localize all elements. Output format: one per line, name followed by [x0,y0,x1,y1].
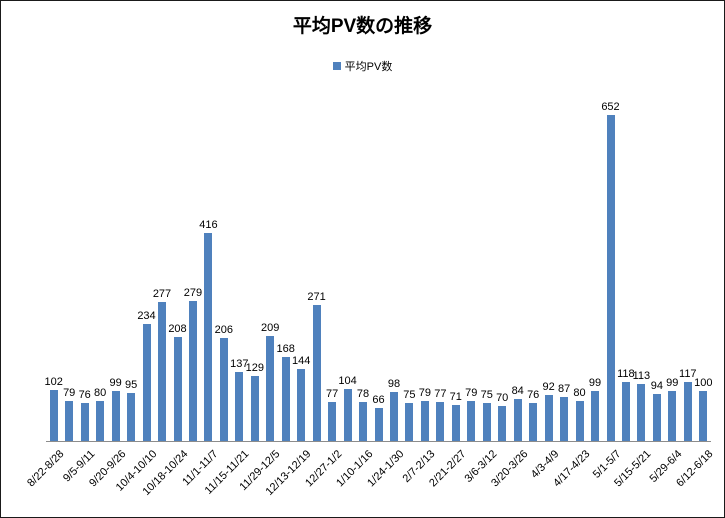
bar [467,401,476,441]
bar [266,336,275,441]
bar-value-label: 94 [650,380,664,392]
bar [606,115,615,441]
bar [699,391,708,441]
bar-value-label: 99 [666,377,679,389]
bar [281,357,290,441]
bar-value-label: 416 [199,219,218,231]
bar-value-label: 75 [403,389,416,401]
bar-value-label: 209 [261,322,280,334]
bar-value-label: 99 [588,377,602,389]
bar [158,302,166,441]
bar [575,401,584,441]
bar [297,369,306,441]
bar [111,391,120,441]
bar-value-label: 78 [356,388,370,400]
bar-value-label: 206 [214,324,233,336]
bar [529,403,538,441]
bar [343,389,352,441]
bar [405,403,414,441]
bar [621,382,630,441]
bar-value-label: 279 [183,287,203,299]
bar-value-label: 87 [557,383,571,395]
plot-area: 102 79 76 80 99 95 234 277 208 279 416 206 137 129 209… [45,101,712,442]
bar [65,401,74,441]
bar [544,395,553,441]
bar [683,382,692,441]
bar-value-label: 98 [387,378,401,390]
bar [250,376,259,441]
bar-value-label: 84 [511,385,524,397]
bar [96,401,105,441]
bar-value-label: 77 [325,388,339,400]
bar-value-label: 66 [372,394,385,406]
bar [637,384,646,441]
bar [668,391,677,441]
bar-value-label: 79 [63,387,76,399]
bar [312,305,321,441]
bar [513,399,522,441]
bar-value-label: 168 [276,343,295,355]
bar [49,390,58,441]
legend-label: 平均PV数 [344,61,393,73]
bar-value-label: 79 [418,387,432,399]
bar [142,324,151,441]
bar [436,402,445,441]
bar [560,397,569,441]
bar [652,394,661,441]
bar-value-label: 100 [694,377,713,389]
bar-value-label: 137 [230,358,249,370]
bar-value-label: 144 [292,355,311,367]
bar [127,393,136,441]
bar-value-label: 99 [109,377,122,389]
bar-value-label: 76 [78,389,91,401]
bar-value-label: 92 [542,381,555,393]
bar [420,401,429,441]
bar-value-label: 95 [124,379,138,391]
bar-value-label: 80 [573,387,586,399]
bar [204,233,213,441]
bar-value-label: 234 [137,310,156,322]
x-axis-labels: 8/22-8/28 9/5-9/11 9/20-9/26 10/4-10/10 10/1… [25,442,716,517]
bar-value-label: 76 [527,389,540,401]
bar-value-label: 102 [44,376,63,388]
bar-value-label: 113 [632,370,651,382]
bar [482,403,491,441]
bar [235,372,244,441]
bar [390,392,398,441]
bar [328,402,337,441]
bar-value-label: 77 [434,388,447,400]
bar-value-label: 129 [245,362,264,374]
bar [591,391,599,441]
bar-value-label: 79 [465,387,478,399]
bar-value-label: 70 [496,392,509,404]
bar-value-label: 104 [338,375,357,387]
bar [188,301,197,441]
bar-value-label: 652 [601,101,620,113]
bar [451,405,460,441]
legend: 平均PV数 [1,58,724,74]
bar [219,338,228,441]
bar-value-label: 277 [152,288,172,300]
bar [80,403,89,441]
bar-value-label: 118 [617,368,635,380]
legend-swatch-icon [332,62,341,70]
bar-value-label: 208 [168,323,187,335]
bar-value-label: 75 [480,389,493,401]
bar-value-label: 271 [307,291,326,303]
bar [374,408,383,441]
bar-value-label: 80 [93,387,107,399]
bar [359,402,367,441]
bar [173,337,182,441]
chart-title: 平均PV数の推移 [292,16,433,37]
bar-value-label: 71 [449,391,462,403]
bar-value-label: 117 [679,368,697,380]
bar [498,406,507,441]
